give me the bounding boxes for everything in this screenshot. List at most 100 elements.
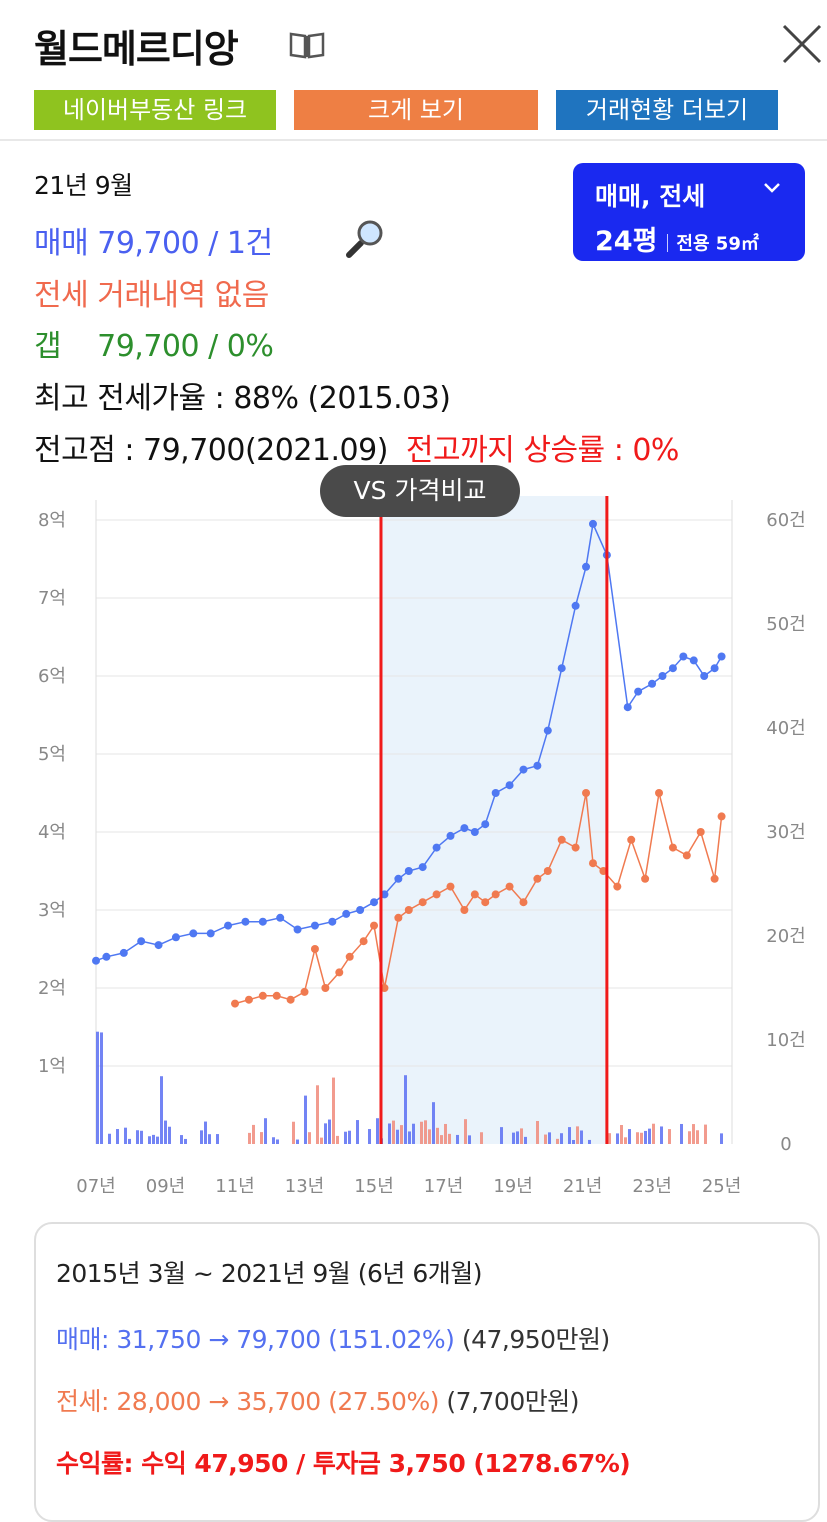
sale-price-point: [658, 672, 667, 680]
volume-bar: [468, 1135, 471, 1144]
volume-bar: [308, 1132, 311, 1144]
page-title: 월드메르디앙: [34, 27, 239, 71]
sale-price-point: [224, 921, 233, 930]
sale-price-point: [418, 863, 427, 872]
jeonse-price-point: [717, 812, 726, 821]
x-tick-label: 07년: [76, 1176, 115, 1197]
volume-bar: [688, 1131, 691, 1144]
sale-price-point: [328, 917, 337, 926]
jeonse-price-point: [682, 851, 691, 860]
trade-type-select[interactable]: 매매, 전세 24평 전용 59㎡: [573, 163, 805, 261]
jeonse-price-point: [557, 835, 566, 844]
y-left-tick-label: 3억: [38, 900, 66, 921]
area-size: 24평 전용 59㎡: [595, 219, 759, 258]
volume-bar: [328, 1119, 331, 1144]
volume-bar: [648, 1128, 651, 1144]
y-left-tick-label: 5억: [38, 744, 66, 765]
volume-bar: [668, 1129, 671, 1144]
volume-bar: [400, 1125, 403, 1144]
volume-bar: [608, 1133, 611, 1144]
jeonse-price-point: [321, 984, 330, 992]
volume-bar: [428, 1129, 431, 1144]
sale-price-point: [519, 765, 528, 774]
naver-link-button[interactable]: 네이버부동산 링크: [34, 90, 276, 130]
yield-summary: 수익률: 수익 47,950 / 투자금 3,750 (1278.67%): [56, 1444, 631, 1480]
volume-bar: [444, 1123, 447, 1144]
sale-price-point: [481, 820, 490, 829]
volume-bar: [204, 1121, 207, 1144]
sale-price-point: [119, 948, 128, 957]
volume-bar: [276, 1139, 279, 1144]
jeonse-price-point: [244, 995, 253, 1004]
vs-compare-button[interactable]: VS 가격비교: [320, 465, 520, 517]
y-right-tick-label: 60건: [766, 510, 805, 531]
volume-bar: [216, 1134, 219, 1144]
volume-bar: [624, 1137, 627, 1144]
jeonse-price-point: [582, 789, 591, 797]
volume-bar: [160, 1076, 163, 1144]
book-icon[interactable]: [288, 30, 326, 64]
volume-bar: [448, 1133, 451, 1144]
sale-price-point: [293, 925, 302, 934]
volume-bar: [576, 1126, 579, 1144]
sale-price-point: [460, 824, 469, 833]
peak-rise-rate: 전고까지 상승률 : 0%: [405, 433, 680, 468]
volume-bar: [544, 1134, 547, 1144]
volume-bar: [116, 1129, 119, 1144]
volume-bar: [432, 1102, 435, 1144]
volume-bar: [376, 1118, 379, 1144]
jeonse-price-point: [655, 789, 664, 797]
sale-price-point: [700, 672, 709, 680]
sale-price-point: [432, 843, 441, 852]
sale-change: 31,750 → 79,700 (151.02%): [116, 1325, 455, 1354]
jeonse-price-point: [481, 898, 490, 907]
yield-label: 수익률:: [56, 1449, 134, 1478]
more-transactions-button[interactable]: 거래현황 더보기: [556, 90, 778, 130]
volume-bar: [292, 1121, 295, 1144]
jeonse-label: 전세:: [56, 1387, 109, 1416]
sale-price-point: [668, 664, 677, 673]
highlight-band: [380, 496, 607, 1144]
volume-bar: [316, 1085, 319, 1144]
y-left-tick-label: 1억: [38, 1056, 66, 1077]
volume-bar: [580, 1130, 583, 1144]
volume-bar: [644, 1130, 647, 1144]
sale-price-point: [588, 519, 597, 528]
jeonse-price-point: [446, 882, 455, 891]
gap-value: 79,700 / 0%: [97, 329, 274, 364]
volume-bar: [108, 1133, 111, 1144]
yield-value: 수익 47,950 / 투자금 3,750 (1278.67%): [141, 1449, 631, 1478]
jeonse-price-point: [300, 987, 309, 996]
sale-price-point: [258, 917, 267, 926]
volume-bar: [412, 1123, 415, 1144]
magnifier-icon[interactable]: [344, 216, 388, 264]
enlarge-button[interactable]: 크게 보기: [294, 90, 538, 130]
volume-bar: [136, 1130, 139, 1144]
volume-bar: [152, 1134, 155, 1144]
volume-bar: [148, 1136, 151, 1144]
volume-bar: [96, 1031, 99, 1144]
volume-bar: [628, 1129, 631, 1144]
volume-bar: [408, 1131, 411, 1144]
close-icon[interactable]: [780, 22, 824, 66]
volume-bar: [560, 1133, 563, 1144]
jeonse-price-point: [231, 999, 240, 1008]
jeonse-price-point: [394, 913, 403, 922]
jeonse-comparison: 전세: 28,000 → 35,700 (27.50%) (7,700만원): [56, 1382, 579, 1418]
x-tick-label: 25년: [702, 1176, 741, 1197]
sale-price-point: [102, 952, 111, 961]
volume-bar: [548, 1132, 551, 1144]
sale-summary: 매매 79,700 / 1건: [34, 226, 273, 261]
sale-price-point: [206, 929, 215, 938]
volume-bar: [100, 1032, 103, 1144]
volume-bar: [616, 1133, 619, 1144]
chevron-down-icon: [763, 175, 781, 200]
sale-price-point: [310, 921, 319, 930]
y-right-tick-label: 30건: [766, 822, 805, 843]
jeonse-price-point: [543, 867, 552, 875]
jeonse-summary: 전세 거래내역 없음: [34, 278, 269, 313]
x-tick-label: 13년: [285, 1176, 324, 1197]
volume-bar: [404, 1075, 407, 1144]
x-tick-label: 11년: [215, 1176, 254, 1197]
volume-bar: [324, 1123, 327, 1144]
